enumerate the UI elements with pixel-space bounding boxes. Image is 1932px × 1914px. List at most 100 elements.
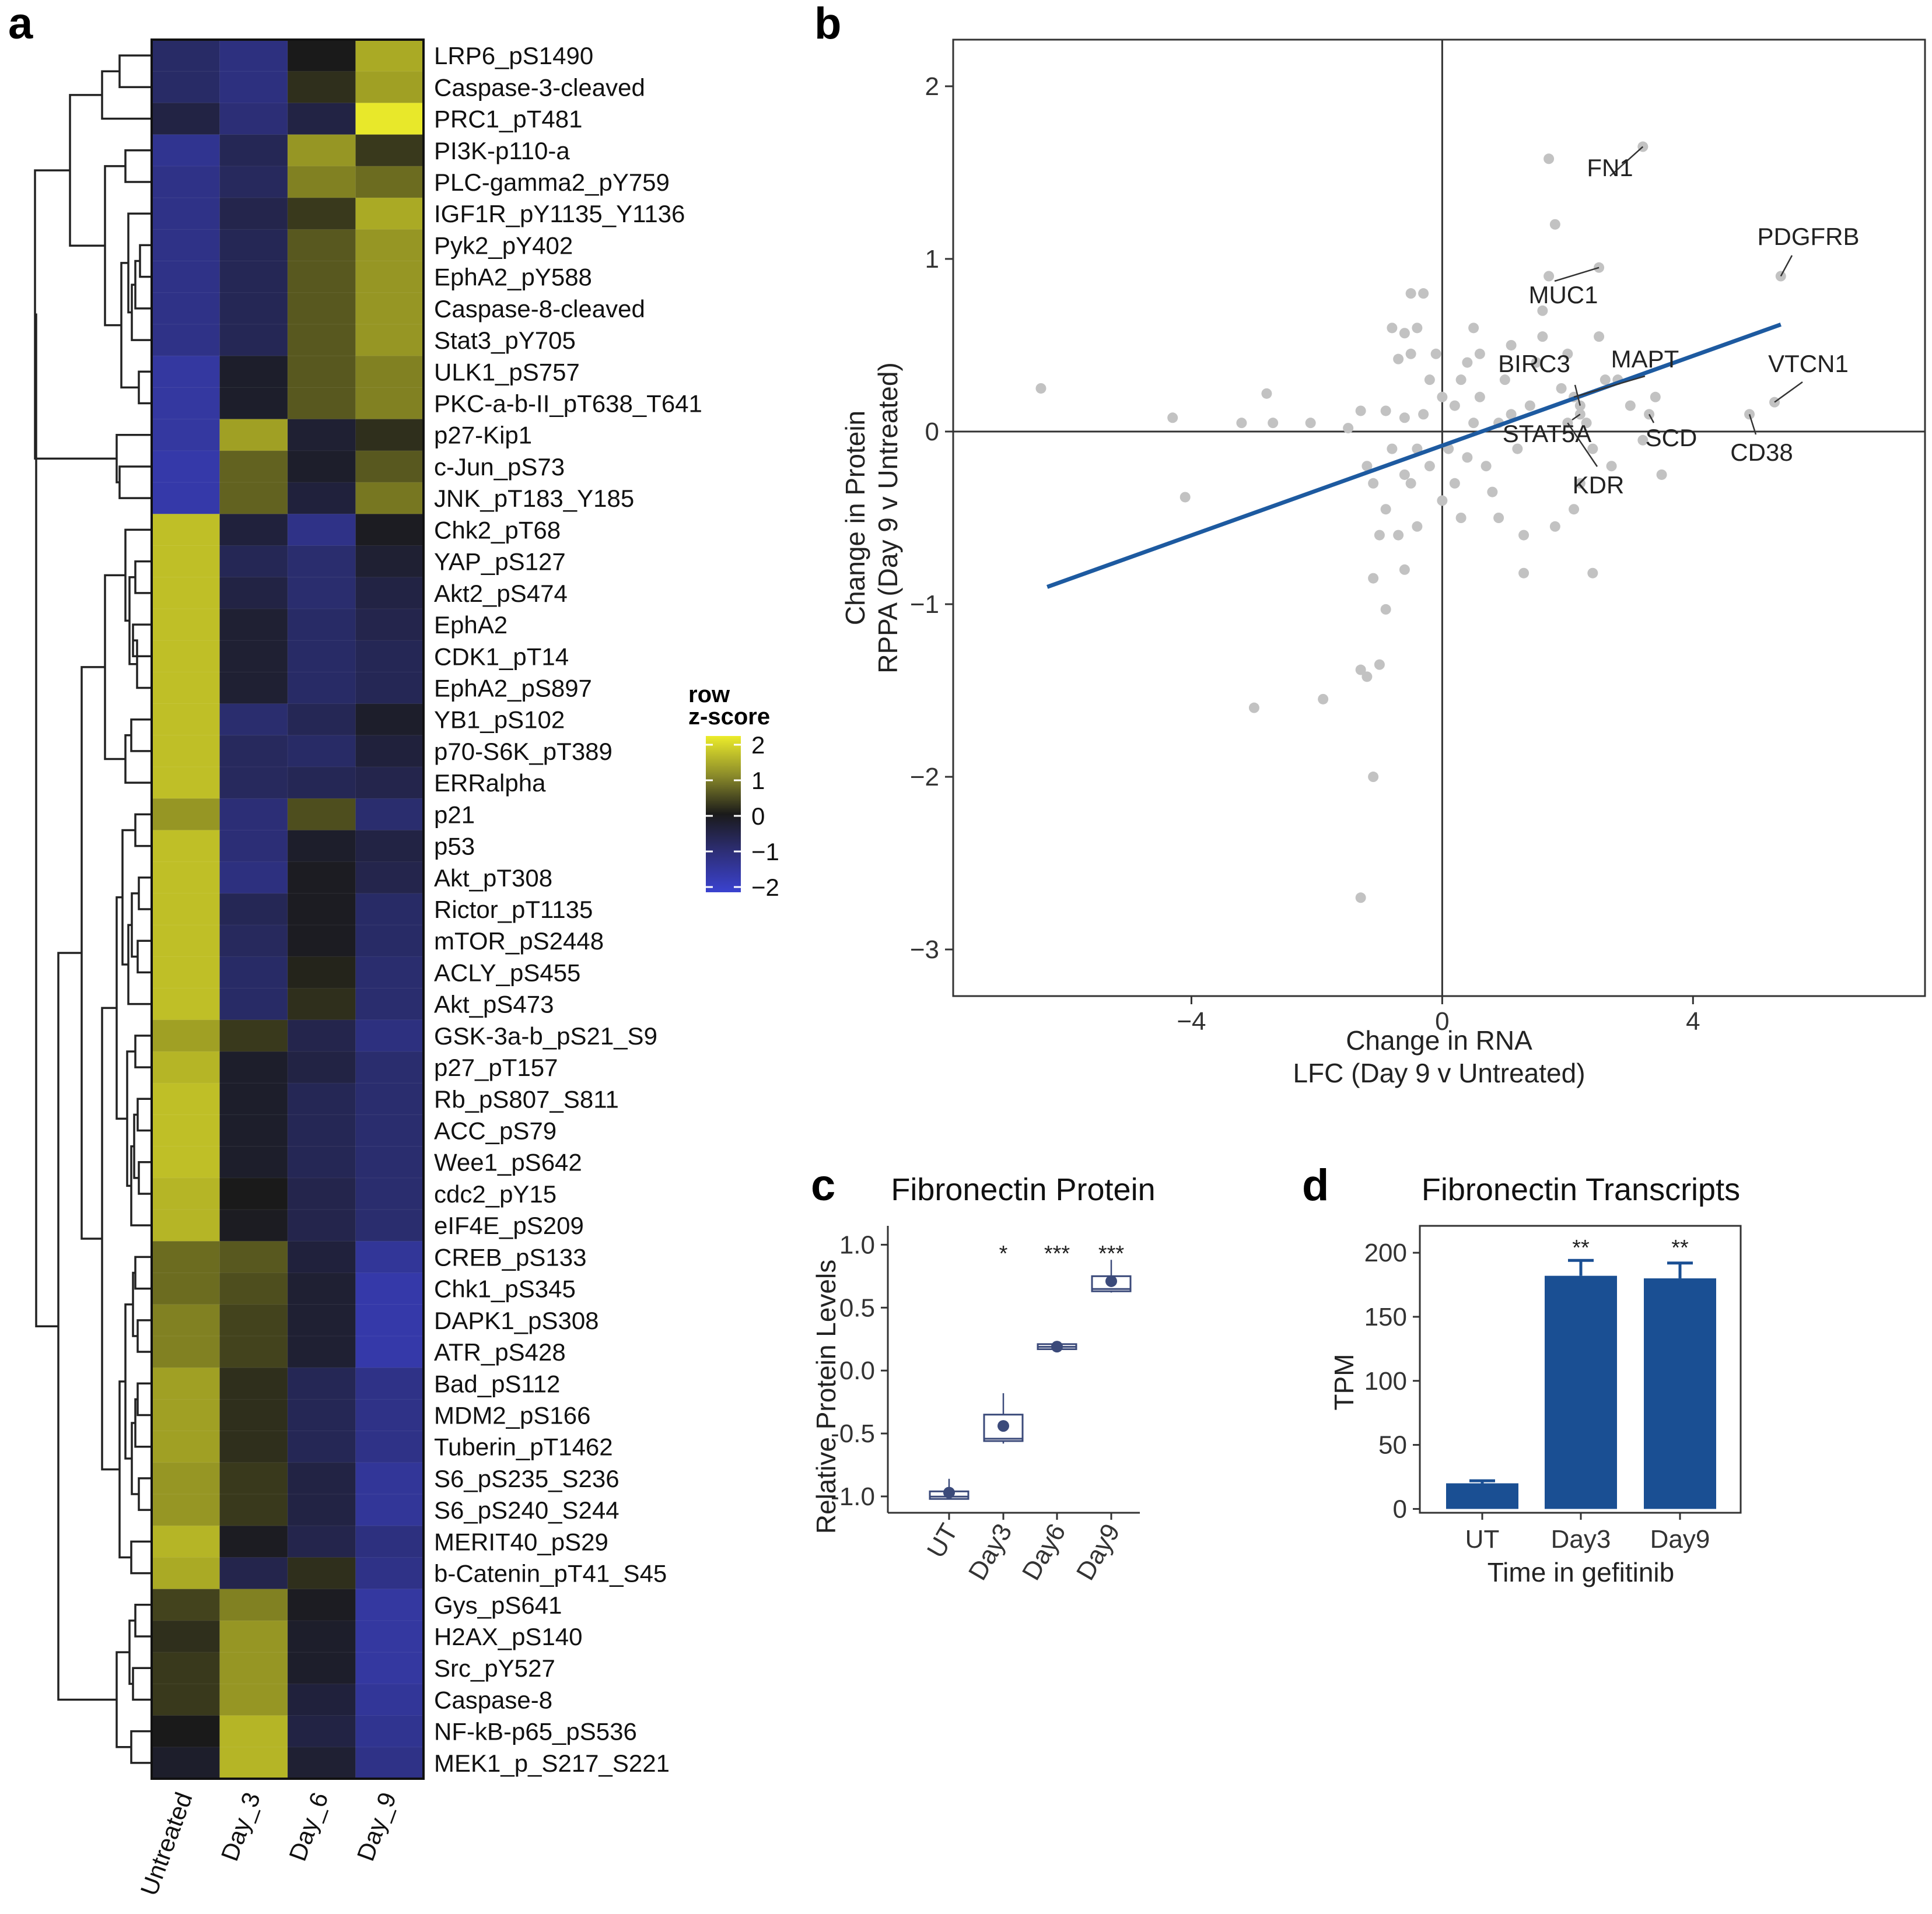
scatter-point — [1405, 348, 1416, 359]
bar-xtick-label: Day9 — [1650, 1525, 1710, 1554]
heatmap-row-label: ACC_pS79 — [434, 1117, 556, 1145]
heatmap-cell-p21-Day_9 — [355, 798, 425, 831]
dendrogram-branch — [134, 1604, 150, 1638]
heatmap-cell-Bad_pS112-Day_3 — [219, 1367, 289, 1400]
heatmap-row-label: ATR_pS428 — [434, 1338, 566, 1366]
panel-label-d: d — [1302, 1161, 1329, 1210]
legend-tick-label: 2 — [751, 731, 765, 759]
scatter-point — [1368, 772, 1379, 783]
heatmap-cell-ACLY_pS455-Day_6 — [287, 956, 356, 989]
scatter-callout-leader — [1748, 414, 1757, 435]
heatmap-cell-PI3K-p110-a-Untreated — [151, 134, 220, 167]
heatmap-row-label: mTOR_pS2448 — [434, 927, 604, 955]
heatmap-cell-Akt_pT308-Untreated — [151, 861, 220, 894]
heatmap-cell-PLC-gamma2_pY759-Day_3 — [219, 166, 289, 199]
heatmap-cell-PLC-gamma2_pY759-Untreated — [151, 166, 220, 199]
scatter-callout-leader — [1574, 384, 1581, 406]
heatmap-cell-cdc2_pY15-Day_9 — [355, 1177, 425, 1211]
heatmap-row-label: Caspase-3-cleaved — [434, 73, 645, 101]
dendrogram-branch — [138, 1161, 150, 1195]
heatmap-cell-MERIT40_pS29-Day_3 — [219, 1525, 289, 1558]
dendrogram-branch — [138, 1477, 150, 1511]
heatmap-cell-p21-Day_3 — [219, 798, 289, 831]
heatmap-cell-CDK1_pT14-Day_9 — [355, 640, 425, 673]
heatmap-cell-PLC-gamma2_pY759-Day_9 — [355, 166, 425, 199]
heatmap-cell-PI3K-p110-a-Day_3 — [219, 134, 289, 167]
scatter-point — [1393, 353, 1404, 364]
heatmap-cell-CREB_pS133-Day_3 — [219, 1240, 289, 1274]
scatter-point — [1499, 374, 1510, 385]
heatmap-cell-LRP6_pS1490-Day_9 — [355, 39, 425, 72]
bar-chart: 0 50 100 150 200 UT Day3 ** Day9 ** — [1364, 1225, 1742, 1554]
scatter-xtick-label: 4 — [1686, 1007, 1700, 1036]
heatmap-row-label: EphA2_pS897 — [434, 674, 592, 702]
scatter-plot-frame — [952, 38, 1926, 997]
heatmap-cell-Chk2_pT68-Day_3 — [219, 513, 289, 546]
scatter-point — [1387, 443, 1398, 454]
heatmap-cell-Wee1_pS642-Day_3 — [219, 1146, 289, 1179]
heatmap-cell-EphA2_pS897-Day_6 — [287, 671, 356, 704]
scatter-point — [1455, 374, 1466, 385]
heatmap-cell-Rb_pS807_S811-Day_9 — [355, 1082, 425, 1116]
heatmap-cell-ERRalpha-Day_3 — [219, 766, 289, 800]
heatmap-cell-EphA2_pY588-Day_9 — [355, 261, 425, 293]
scatter-point — [1387, 322, 1398, 334]
scatter-callout-label: KDR — [1573, 471, 1625, 499]
dendrogram-branch — [118, 54, 150, 89]
scatter-point — [1380, 504, 1391, 515]
heatmap-cell-p27_pT157-Day_9 — [355, 1051, 425, 1084]
heatmap-cell-p27_pT157-Day_3 — [219, 1051, 289, 1084]
legend-title-line1: row — [688, 682, 730, 707]
scatter-point — [1305, 418, 1316, 429]
dendrogram-branch — [124, 149, 150, 183]
scatter-point — [1424, 461, 1435, 472]
heatmap-cell-eIF4E_pS209-Day_6 — [287, 1209, 356, 1242]
heatmap-cell-NF-kB-p65_pS536-Day_9 — [355, 1715, 425, 1748]
scatter-point — [1468, 322, 1479, 334]
scatter-point — [1518, 567, 1530, 579]
dendrogram-branch — [130, 1730, 150, 1764]
scatter-point — [1606, 461, 1617, 472]
scatter-point — [1462, 357, 1473, 368]
heatmap-cell-JNK_pT183_Y185-Day_9 — [355, 482, 425, 515]
heatmap-cell-DAPK1_pS308-Day_3 — [219, 1304, 289, 1337]
heatmap-cell-Caspase-3-cleaved-Day_6 — [287, 71, 356, 104]
heatmap-cell-IGF1R_pY1135_Y1136-Day_9 — [355, 197, 425, 230]
box-mean-point — [943, 1487, 955, 1499]
heatmap-cell-S6_pS235_S236-Day_6 — [287, 1462, 356, 1495]
legend-tick-label: 1 — [751, 767, 765, 794]
heatmap-cell-Rictor_pT1135-Untreated — [151, 893, 220, 926]
scatter-point — [1405, 288, 1416, 299]
heatmap-cell-YAP_pS127-Untreated — [151, 545, 220, 578]
heatmap-cell-IGF1R_pY1135_Y1136-Day_6 — [287, 197, 356, 230]
heatmap-cell-GSK-3a-b_pS21_S9-Day_3 — [219, 1019, 289, 1053]
heatmap-row-label: MDM2_pS166 — [434, 1401, 590, 1429]
row-dendrogram — [34, 54, 150, 1764]
heatmap-cell-Caspase-8-Day_9 — [355, 1683, 425, 1716]
scatter-point — [1455, 513, 1466, 523]
bar-ytick-label: 0 — [1393, 1495, 1407, 1523]
dendrogram-branch — [132, 1667, 150, 1701]
heatmap-cell-YAP_pS127-Day_9 — [355, 545, 425, 578]
bar-title: Fibronectin Transcripts — [1422, 1172, 1740, 1207]
dendrogram-branch — [136, 1098, 150, 1132]
heatmap-cell-CDK1_pT14-Day_6 — [287, 640, 356, 673]
scatter-point — [1437, 391, 1448, 402]
heatmap-cell-PKC-a-b-II_pT638_T641-Day_9 — [355, 387, 425, 420]
heatmap-row-label: MEK1_p_S217_S221 — [434, 1750, 670, 1777]
scatter-point — [1544, 271, 1555, 282]
heatmap-row-label: cdc2_pY15 — [434, 1180, 556, 1208]
scatter-point — [1512, 443, 1523, 454]
legend-tick-label: 0 — [751, 802, 765, 830]
heatmap-cell-p53-Untreated — [151, 829, 220, 863]
heatmap-cell-Akt_pS473-Day_9 — [355, 988, 425, 1021]
heatmap-cell-p53-Day_6 — [287, 829, 356, 863]
heatmap-cell-ULK1_pS757-Day_3 — [219, 355, 289, 388]
scatter-xlabel-2: LFC (Day 9 v Untreated) — [1293, 1058, 1585, 1088]
scatter-ytick-label: −3 — [910, 935, 939, 964]
scatter-ytick-label: −1 — [910, 590, 939, 619]
heatmap-row-label: ACLY_pS455 — [434, 959, 580, 986]
heatmap-cell-DAPK1_pS308-Day_6 — [287, 1304, 356, 1337]
dendrogram-branch — [124, 734, 150, 784]
scatter-point — [1236, 418, 1247, 429]
